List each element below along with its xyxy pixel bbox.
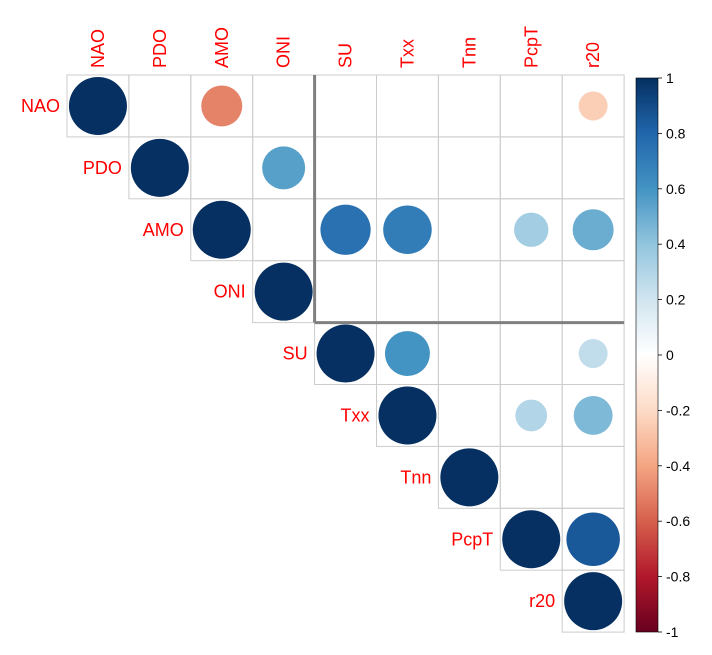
corr-circle-Txx-Txx — [378, 386, 437, 445]
corr-circle-AMO-AMO — [192, 200, 251, 259]
grid-cell — [252, 198, 316, 262]
corr-circle-AMO-PcpT — [514, 212, 549, 247]
corr-circle-r20-r20 — [564, 572, 623, 631]
column-labels: NAO PDO AMO ONI SU Txx Tnn PcpT r20 — [88, 26, 603, 68]
col-label-SU: SU — [336, 43, 356, 68]
grid-cell — [499, 136, 563, 200]
corr-circle-NAO-r20 — [578, 91, 608, 121]
corr-circle-PcpT-r20 — [566, 512, 620, 566]
row-label-ONI: ONI — [214, 282, 246, 302]
row-label-Txx: Txx — [341, 405, 370, 425]
grid-cell — [376, 136, 439, 200]
col-label-AMO: AMO — [212, 27, 232, 68]
colorbar-tick-label: 0.6 — [666, 181, 686, 197]
corr-circle-AMO-Txx — [383, 205, 432, 255]
row-label-r20: r20 — [529, 591, 555, 611]
corr-circle-AMO-r20 — [572, 209, 614, 251]
grid-cell — [561, 445, 625, 509]
grid-cell — [499, 322, 563, 386]
row-label-PDO: PDO — [83, 158, 122, 178]
row-label-SU: SU — [283, 344, 308, 364]
corr-circle-SU-Txx — [384, 331, 430, 377]
corr-circle-PDO-PDO — [130, 138, 189, 197]
colorbar-tick-label: 1 — [666, 70, 674, 86]
grid-cell — [499, 74, 563, 138]
corr-circle-NAO-NAO — [68, 76, 127, 135]
corr-circle-Tnn-Tnn — [440, 448, 499, 507]
col-label-Tnn: Tnn — [459, 37, 479, 68]
col-label-NAO: NAO — [88, 29, 108, 68]
grid-cell — [437, 136, 501, 200]
row-labels: NAO PDO AMO ONI SU Txx Tnn PcpT r20 — [21, 96, 555, 611]
row-label-AMO: AMO — [143, 220, 184, 240]
grid-cell — [314, 136, 378, 200]
colorbar-tick-label: -0.2 — [666, 402, 690, 418]
grid-cell — [314, 74, 378, 138]
corr-circle-PcpT-PcpT — [502, 510, 561, 569]
colorbar-tick-label: -0.6 — [666, 513, 690, 529]
grid-cell — [314, 260, 378, 324]
colorbar-tick-label: 0.2 — [666, 292, 686, 308]
grid-cell — [437, 74, 501, 138]
colorbar-tick-label: 0.8 — [666, 125, 686, 141]
corr-circle-AMO-SU — [320, 204, 371, 255]
grid-cell — [437, 384, 501, 447]
grid-cell — [561, 260, 625, 324]
col-label-r20: r20 — [583, 42, 603, 68]
corr-circle-PDO-ONI — [262, 146, 306, 190]
grid-cell — [561, 569, 625, 633]
col-label-PcpT: PcpT — [521, 26, 541, 68]
col-label-PDO: PDO — [150, 29, 170, 68]
grid-cell — [437, 322, 501, 386]
colorbar: 1 0.8 0.6 0.4 0.2 0 -0.2 -0.4 -0.6 -0.8 -1 — [635, 70, 690, 640]
grid-cell — [499, 445, 563, 509]
colorbar-tick-label: 0 — [666, 347, 674, 363]
col-label-ONI: ONI — [274, 36, 294, 68]
grid-cell — [128, 74, 192, 138]
grid-cell — [437, 198, 501, 262]
corr-circle-Txx-PcpT — [515, 399, 548, 432]
colorbar-tick-label: -0.8 — [666, 569, 690, 585]
correlation-circles — [68, 76, 623, 631]
row-label-Tnn: Tnn — [400, 467, 431, 487]
corr-circle-Txx-r20 — [573, 395, 613, 435]
colorbar-gradient — [635, 77, 659, 633]
grid-cell — [252, 74, 316, 138]
grid-cell — [190, 136, 254, 200]
row-label-NAO: NAO — [21, 96, 60, 116]
corr-circle-ONI-ONI — [254, 262, 313, 321]
colorbar-tick-label: -0.4 — [666, 458, 690, 474]
grid-cell — [437, 260, 501, 324]
corr-circle-SU-r20 — [578, 339, 608, 369]
grid-cell — [561, 136, 625, 200]
corr-circle-NAO-AMO — [201, 85, 243, 127]
corr-circle-SU-SU — [316, 324, 375, 383]
colorbar-tick-label: -1 — [666, 624, 679, 640]
col-label-Txx: Txx — [397, 39, 417, 68]
group-divider — [313, 75, 625, 325]
grid-cell — [376, 260, 439, 324]
row-label-PcpT: PcpT — [451, 529, 493, 549]
colorbar-tick-label: 0.4 — [666, 236, 686, 252]
grid-cell — [376, 74, 439, 138]
grid-cell — [499, 260, 563, 324]
